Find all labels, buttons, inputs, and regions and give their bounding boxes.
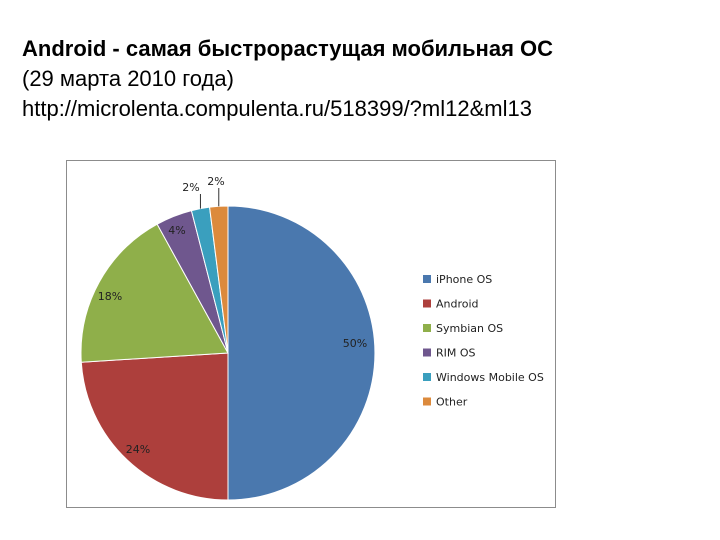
legend-label-symbian-os: Symbian OS [436, 322, 503, 335]
legend-swatch-iphone-os [423, 275, 431, 283]
legend-swatch-symbian-os [423, 324, 431, 332]
page-title: Android - самая быстрорастущая мобильная… [22, 36, 554, 61]
legend-label-rim-os: RIM OS [436, 347, 476, 360]
pie-chart: 50% 24% 18% 4% 2% 2% iPhone OS Android Symbian O… [80, 175, 544, 501]
data-label-windows-mobile-os: 2% [182, 181, 199, 194]
date-line: (29 марта 2010 года) [22, 66, 234, 91]
data-label-rim-os: 4% [168, 224, 185, 237]
legend-swatch-android [423, 299, 431, 308]
legend-label-iphone-os: iPhone OS [436, 273, 492, 286]
source-link[interactable]: http://microlenta.compulenta.ru/518399/?… [22, 96, 532, 121]
title-block: Android - самая быстрорастущая мобильная… [22, 34, 712, 124]
legend-swatch-rim-os [423, 348, 431, 357]
legend-swatch-windows-mobile-os [423, 373, 431, 381]
pie-slice-android [80, 352, 229, 501]
data-label-android: 24% [126, 443, 150, 456]
pie-slice-other [209, 205, 229, 354]
legend-swatch-other [423, 397, 431, 406]
legend-label-android: Android [436, 298, 479, 311]
legend-label-windows-mobile-os: Windows Mobile OS [436, 371, 544, 384]
pie-slice-iphone-os [227, 205, 376, 501]
chart-frame: 50% 24% 18% 4% 2% 2% iPhone OS Android Symbian O… [66, 160, 556, 508]
data-label-symbian-os: 18% [98, 290, 122, 303]
legend-label-other: Other [436, 396, 468, 409]
data-label-other: 2% [207, 175, 224, 188]
pie-slice-symbian-os [80, 223, 229, 363]
data-label-iphone-os: 50% [343, 337, 367, 350]
